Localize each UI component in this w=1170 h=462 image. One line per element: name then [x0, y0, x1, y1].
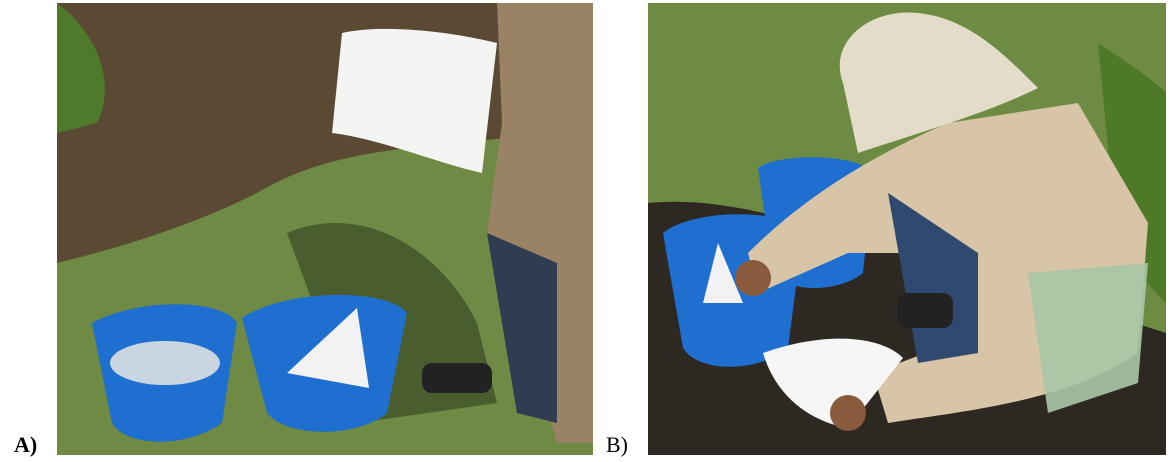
shoe: [422, 363, 492, 393]
photo-b: [648, 3, 1166, 455]
scoop: [703, 243, 743, 303]
person-jeans: [487, 233, 557, 423]
photo-a: [57, 3, 593, 455]
plant: [57, 3, 105, 133]
tray: [763, 338, 903, 428]
panel-label: B): [606, 432, 628, 457]
hat: [839, 12, 1038, 153]
hand: [830, 395, 866, 431]
hand: [735, 260, 771, 296]
panel-label: A): [14, 432, 38, 457]
apron: [1028, 263, 1148, 413]
scoop: [287, 308, 369, 388]
shoe: [898, 293, 953, 328]
water: [110, 341, 220, 385]
plant: [1098, 43, 1166, 303]
towel: [332, 28, 497, 173]
person-jacket: [487, 3, 593, 443]
